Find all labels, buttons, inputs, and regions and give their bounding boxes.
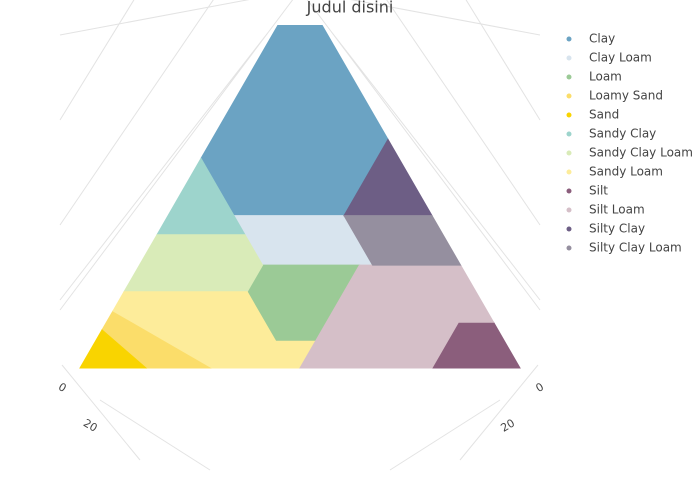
- texture-region: [79, 329, 148, 369]
- legend-label: Silty Clay: [589, 222, 645, 236]
- legend-marker: [566, 36, 572, 42]
- legend-label: Clay: [589, 32, 615, 46]
- legend-marker: [566, 112, 572, 118]
- legend-label: Silt: [589, 184, 608, 198]
- legend-marker: [566, 226, 572, 232]
- legend-marker: [566, 207, 572, 213]
- left-tick-label: 20: [81, 416, 100, 434]
- legend-marker: [566, 169, 572, 175]
- legend-marker: [566, 93, 572, 99]
- legend-marker: [566, 74, 572, 80]
- texture-region: [299, 264, 495, 369]
- texture-region: [343, 215, 462, 266]
- legend-label: Sandy Clay: [589, 127, 656, 141]
- legend-label: Sand: [589, 108, 619, 122]
- legend-marker: [566, 188, 572, 194]
- right-tick-label: 20: [498, 416, 517, 434]
- regions: [79, 25, 521, 369]
- legend-label: Loam: [589, 70, 622, 84]
- legend-label: Silty Clay Loam: [589, 241, 682, 255]
- legend-label: Loamy Sand: [589, 89, 663, 103]
- texture-region: [200, 25, 389, 217]
- legend-marker: [566, 131, 572, 137]
- left-tick-label: 0: [56, 380, 69, 395]
- grid: [59, 0, 541, 471]
- legend-marker: [566, 150, 572, 156]
- legend-label: Sandy Clay Loam: [589, 146, 693, 160]
- chart-title: Judul disini: [306, 0, 394, 17]
- legend-marker: [566, 55, 572, 61]
- legend-label: Sandy Loam: [589, 165, 663, 179]
- legend-label: Clay Loam: [589, 51, 652, 65]
- legend-label: Silt Loam: [589, 203, 645, 217]
- texture-region: [123, 234, 264, 293]
- legend-marker: [566, 245, 572, 251]
- right-tick-label: 0: [533, 380, 546, 395]
